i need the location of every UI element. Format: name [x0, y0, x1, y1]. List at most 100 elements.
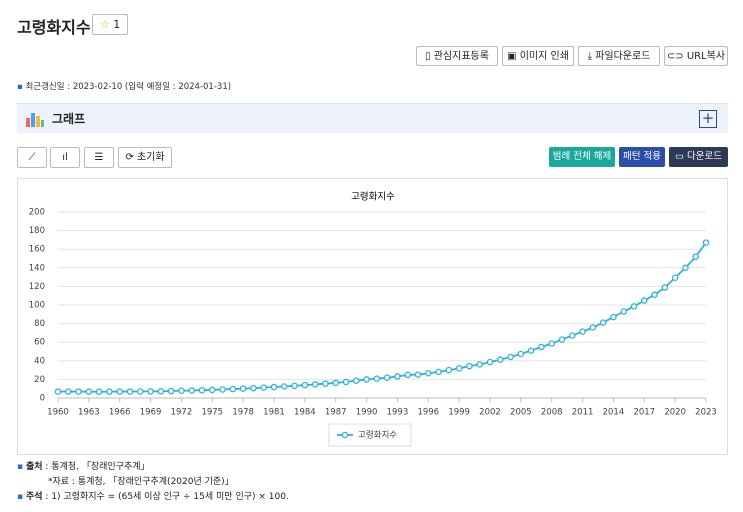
- point: [342, 378, 350, 386]
- point: [497, 356, 504, 363]
- point: [219, 386, 226, 393]
- x-tick-label: 1963: [78, 408, 100, 418]
- point: [209, 386, 216, 394]
- text: : 1) 고령화지수 = (65세 이상 인구 ÷ 15세 미만 인구) × 1…: [45, 492, 289, 502]
- point: [322, 380, 329, 387]
- legend-box: [328, 423, 412, 447]
- point: [589, 324, 597, 331]
- text: 최근갱신일 : 2023-02-10 (입력 예정일 : 2024-01-31): [25, 82, 232, 92]
- point: [517, 350, 525, 358]
- point: [373, 375, 381, 382]
- chart: 고령화지수 0 20 40 60 80 100 120 140 160 180 200 1960 196…: [17, 178, 728, 455]
- print-image[interactable]: ▣ 이미지 인쇄: [502, 46, 574, 66]
- point: [445, 366, 453, 374]
- legend-off-button[interactable]: 범례 전체 해제: [549, 147, 615, 167]
- point: [425, 370, 432, 377]
- point: [301, 381, 309, 389]
- point: [579, 328, 586, 335]
- y-tick-label: 160: [29, 245, 45, 255]
- point: [198, 386, 206, 394]
- point: [54, 388, 62, 395]
- point: [507, 353, 514, 361]
- point: [116, 388, 123, 395]
- point: [641, 297, 648, 304]
- page-title: 고령화지수: [17, 18, 91, 37]
- x-tick-label: 1960: [47, 408, 69, 418]
- label: 관심지표등록: [433, 51, 489, 62]
- point: [466, 362, 473, 370]
- point: [178, 387, 185, 394]
- x-tick-label: 1966: [109, 408, 131, 418]
- point: [630, 303, 638, 310]
- point: [476, 361, 483, 368]
- point: [692, 253, 699, 260]
- x-tick-label: 1969: [140, 408, 162, 418]
- point: [599, 319, 607, 326]
- y-tick-label: 40: [34, 356, 45, 366]
- point: [538, 343, 545, 351]
- x-tick-label: 1987: [325, 408, 347, 418]
- copy-url[interactable]: ⊂⊃ URL복사: [664, 46, 728, 66]
- x-tick-label: 2011: [572, 408, 594, 418]
- point: [363, 376, 370, 383]
- source: ▪ 출처 : 통계청, 「장래인구추계」: [17, 462, 150, 472]
- favorite-register[interactable]: ▯ 관심지표등록: [416, 46, 498, 66]
- point: [137, 388, 144, 395]
- point: [383, 374, 391, 381]
- legend-marker: [341, 431, 349, 439]
- point: [569, 332, 576, 339]
- update-info: ▪ 최근갱신일 : 2023-02-10 (입력 예정일 : 2024-01-3…: [17, 82, 232, 92]
- label: URL복사: [686, 51, 726, 62]
- point: [435, 368, 442, 376]
- point: [455, 365, 463, 372]
- point: [671, 274, 679, 282]
- point: [281, 383, 288, 390]
- y-tick-label: 80: [34, 319, 45, 329]
- line: [58, 242, 707, 393]
- hbar-type[interactable]: ☰: [84, 147, 114, 168]
- point: [95, 388, 103, 395]
- y-tick-label: 0: [40, 394, 45, 404]
- point: [404, 371, 411, 379]
- point: [702, 239, 710, 246]
- point: [291, 382, 298, 390]
- bar-type[interactable]: ıl: [50, 147, 80, 168]
- x-tick-label: 2005: [510, 408, 532, 418]
- point: [394, 373, 401, 380]
- chart-title: 고령화지수: [351, 191, 395, 203]
- point: [106, 388, 113, 395]
- x-tick-label: 2014: [603, 408, 625, 418]
- y-tick-label: 200: [29, 208, 45, 218]
- point: [126, 388, 134, 395]
- point: [486, 358, 494, 366]
- file-download[interactable]: ⤓ 파일다운로드: [578, 46, 660, 66]
- y-tick-label: 100: [29, 301, 45, 311]
- x-tick-label: 1978: [232, 408, 254, 418]
- x-tick-label: 2023: [695, 408, 717, 418]
- y-tick-label: 20: [34, 375, 45, 385]
- x-tick-label: 2008: [541, 408, 563, 418]
- line-type[interactable]: ⟋: [17, 147, 47, 168]
- point: [75, 388, 82, 395]
- point: [188, 387, 195, 394]
- y-tick-label: 120: [29, 282, 45, 292]
- pattern-button[interactable]: 패턴 적용: [619, 147, 665, 167]
- point: [558, 336, 566, 343]
- y-tick-label: 60: [34, 338, 45, 348]
- data-note: *자료 : 통계청, 「장래인구추계(2020년 기준)」: [48, 477, 234, 487]
- favorite-button[interactable]: ☆ 1: [92, 14, 128, 35]
- expand-button[interactable]: +: [699, 110, 717, 128]
- x-tick-label: 2017: [633, 408, 655, 418]
- reset-button[interactable]: ⟳ 초기화: [118, 147, 172, 168]
- section-title: 그래프: [52, 112, 86, 126]
- x-tick-label: 1972: [171, 408, 193, 418]
- x-tick-label: 1981: [263, 408, 285, 418]
- point: [250, 384, 257, 392]
- point: [167, 387, 175, 395]
- download-button[interactable]: ▭ 다운로드: [669, 147, 728, 167]
- note: ▪ 주석 : 1) 고령화지수 = (65세 이상 인구 ÷ 15세 미만 인구…: [17, 492, 289, 502]
- point: [548, 340, 555, 347]
- y-tick-label: 180: [29, 226, 45, 236]
- chart-icon: [26, 113, 44, 127]
